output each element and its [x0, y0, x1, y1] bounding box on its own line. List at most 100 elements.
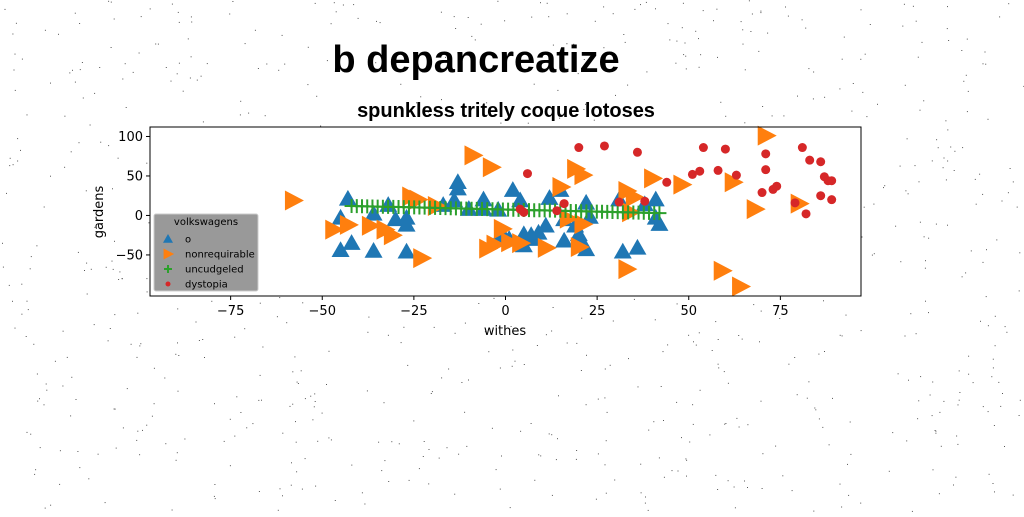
noise-dot [663, 420, 664, 421]
noise-dot [440, 11, 442, 13]
data-point [713, 165, 723, 175]
noise-dot [695, 30, 697, 32]
noise-dot [12, 33, 14, 35]
noise-dot [597, 398, 599, 400]
noise-dot [662, 351, 664, 353]
noise-dot [501, 455, 502, 457]
noise-dot [531, 16, 533, 18]
noise-dot [998, 381, 1000, 383]
noise-dot [229, 418, 231, 420]
noise-dot [918, 181, 920, 183]
noise-dot [947, 160, 949, 162]
noise-dot [139, 345, 141, 347]
noise-dot [328, 350, 330, 352]
noise-dot [945, 120, 947, 122]
noise-dot [677, 470, 679, 472]
data-point [522, 169, 532, 179]
data-point [731, 170, 741, 180]
noise-dot [44, 29, 46, 31]
noise-dot [935, 430, 937, 432]
noise-dot [979, 173, 981, 175]
noise-dot [812, 98, 814, 100]
noise-dot [950, 146, 952, 148]
noise-dot [229, 465, 231, 467]
noise-dot [307, 46, 309, 48]
noise-dot [146, 278, 148, 280]
noise-dot [110, 1, 112, 3]
noise-dot [702, 10, 704, 12]
noise-dot [975, 203, 977, 205]
noise-dot [663, 476, 665, 478]
noise-dot [50, 82, 51, 84]
noise-dot [947, 129, 949, 131]
noise-dot [114, 240, 115, 242]
noise-dot [467, 17, 469, 18]
noise-dot [843, 36, 845, 38]
noise-dot [655, 8, 656, 10]
noise-dot [176, 452, 178, 454]
noise-dot [118, 279, 120, 280]
noise-dot [165, 443, 167, 445]
noise-dot [681, 27, 683, 29]
data-point [650, 215, 669, 231]
noise-dot [433, 326, 435, 328]
noise-dot [310, 395, 312, 397]
data-point [713, 260, 733, 281]
noise-dot [466, 445, 468, 447]
noise-dot [454, 332, 456, 334]
noise-dot [738, 335, 740, 336]
noise-dot [198, 340, 200, 341]
noise-dot [77, 451, 79, 452]
noise-dot [89, 124, 91, 126]
noise-dot [312, 419, 314, 421]
noise-dot [9, 157, 11, 159]
noise-dot [151, 415, 153, 417]
noise-dot [918, 400, 920, 402]
noise-dot [146, 424, 148, 426]
noise-dot [21, 313, 23, 315]
noise-dot [464, 322, 466, 324]
noise-dot [420, 96, 422, 98]
data-point [757, 125, 777, 146]
noise-dot [903, 3, 905, 5]
noise-dot [742, 29, 744, 31]
noise-dot [785, 6, 786, 8]
noise-dot [276, 316, 278, 318]
noise-dot [585, 103, 586, 105]
data-point [331, 241, 350, 257]
noise-dot [232, 1, 234, 2]
noise-dot [330, 439, 332, 441]
noise-dot [900, 261, 902, 263]
noise-dot [958, 399, 960, 401]
noise-dot [863, 206, 865, 208]
noise-dot [604, 397, 606, 399]
noise-dot [866, 116, 868, 118]
noise-dot [644, 502, 646, 504]
noise-dot [547, 62, 549, 64]
noise-dot [685, 55, 687, 57]
y-axis-ticks: 100 50 0 −50 [116, 130, 150, 263]
noise-dot [783, 115, 785, 117]
noise-dot [527, 122, 529, 124]
noise-dot [292, 371, 294, 373]
noise-dot [938, 493, 940, 495]
noise-dot [427, 111, 429, 113]
noise-dot [266, 63, 268, 65]
plot-area [150, 127, 861, 296]
noise-dot [883, 187, 884, 189]
series-3 [515, 141, 837, 219]
noise-dot [932, 381, 934, 383]
noise-dot [552, 44, 554, 46]
legend-label: dystopia [185, 280, 228, 291]
noise-dot [871, 254, 873, 256]
noise-dot [62, 330, 64, 332]
noise-dot [991, 376, 993, 378]
noise-dot [987, 118, 989, 120]
noise-dot [165, 67, 167, 68]
noise-dot [124, 63, 126, 65]
noise-dot [326, 384, 327, 385]
noise-dot [244, 328, 246, 330]
noise-dot [612, 13, 614, 15]
noise-dot [388, 481, 390, 482]
noise-dot [79, 69, 81, 71]
